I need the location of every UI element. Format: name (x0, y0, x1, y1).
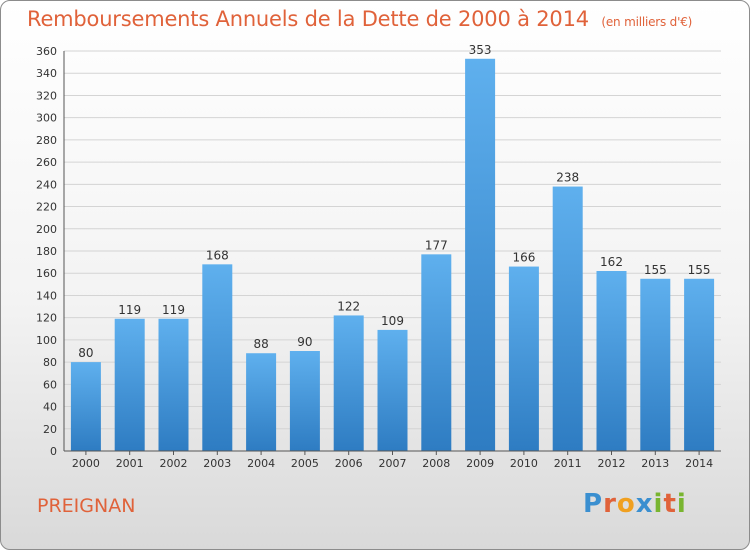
y-tick-label: 160 (36, 267, 57, 280)
y-tick-label: 200 (36, 223, 57, 236)
x-tick-label: 2000 (72, 457, 100, 470)
y-tick-label: 40 (43, 401, 57, 414)
x-tick-label: 2006 (335, 457, 363, 470)
logo-letter: t (663, 489, 677, 519)
x-tick-label: 2007 (379, 457, 407, 470)
chart-title: Remboursements Annuels de la Dette de 20… (27, 7, 692, 31)
bar-value-label: 168 (206, 248, 229, 262)
bar-value-label: 166 (512, 251, 535, 265)
bar-value-label: 90 (297, 335, 312, 349)
x-tick-label: 2009 (466, 457, 494, 470)
bar-value-label: 238 (556, 171, 579, 185)
y-tick-label: 300 (36, 112, 57, 125)
bar-2001 (114, 318, 145, 451)
bar-value-label: 88 (253, 337, 268, 351)
x-tick-label: 2011 (554, 457, 582, 470)
bar-2006 (333, 315, 364, 451)
y-tick-label: 80 (43, 356, 57, 369)
y-tick-label: 0 (50, 445, 57, 458)
bar-2003 (202, 264, 233, 451)
y-tick-label: 220 (36, 201, 57, 214)
bar-2014 (684, 278, 715, 451)
y-tick-label: 140 (36, 289, 57, 302)
bar-2000 (70, 362, 101, 451)
chart-subtitle: (en milliers d'€) (601, 15, 693, 29)
logo-letter: i (653, 489, 664, 519)
y-tick-label: 60 (43, 378, 57, 391)
bar-value-label: 162 (600, 255, 623, 269)
bar-2009 (465, 58, 496, 452)
bar-2008 (421, 254, 452, 451)
x-tick-label: 2002 (160, 457, 188, 470)
bar-value-label: 155 (688, 263, 711, 277)
y-tick-label: 120 (36, 312, 57, 325)
y-tick-label: 320 (36, 89, 57, 102)
y-tick-label: 280 (36, 134, 57, 147)
bar-value-label: 353 (469, 43, 492, 57)
logo-letter: x (635, 489, 654, 519)
x-tick-label: 2005 (291, 457, 319, 470)
x-tick-label: 2008 (422, 457, 450, 470)
bar-value-label: 109 (381, 314, 404, 328)
bar-value-label: 119 (118, 303, 141, 317)
y-tick-label: 260 (36, 156, 57, 169)
x-tick-label: 2012 (598, 457, 626, 470)
bar-2005 (289, 351, 320, 451)
bar-2012 (596, 271, 627, 451)
y-tick-label: 180 (36, 245, 57, 258)
bar-value-label: 177 (425, 238, 448, 252)
x-tick-label: 2004 (247, 457, 275, 470)
x-tick-label: 2010 (510, 457, 538, 470)
y-tick-label: 20 (43, 423, 57, 436)
logo-letter: r (603, 489, 617, 519)
logo-letter: o (616, 489, 636, 519)
x-tick-label: 2003 (203, 457, 231, 470)
logo-letter: i (676, 489, 687, 519)
bar-2007 (377, 329, 408, 451)
commune-name: PREIGNAN (37, 495, 136, 517)
proxiti-logo[interactable]: Proxiti (583, 489, 687, 519)
x-tick-label: 2013 (641, 457, 669, 470)
bar-value-label: 80 (78, 346, 93, 360)
bar-2010 (508, 266, 539, 451)
bar-2013 (640, 278, 671, 451)
y-tick-label: 100 (36, 334, 57, 347)
y-tick-label: 340 (36, 67, 57, 80)
bar-2002 (158, 318, 189, 451)
bar-value-label: 122 (337, 299, 360, 313)
x-tick-label: 2014 (685, 457, 713, 470)
chart-title-text: Remboursements Annuels de la Dette de 20… (27, 7, 589, 31)
bar-value-label: 155 (644, 263, 667, 277)
bar-value-label: 119 (162, 303, 185, 317)
x-tick-label: 2001 (116, 457, 144, 470)
y-tick-label: 240 (36, 178, 57, 191)
bar-2011 (552, 186, 583, 452)
y-tick-label: 360 (36, 45, 57, 58)
logo-letter: P (583, 489, 604, 519)
bar-2004 (246, 353, 277, 451)
